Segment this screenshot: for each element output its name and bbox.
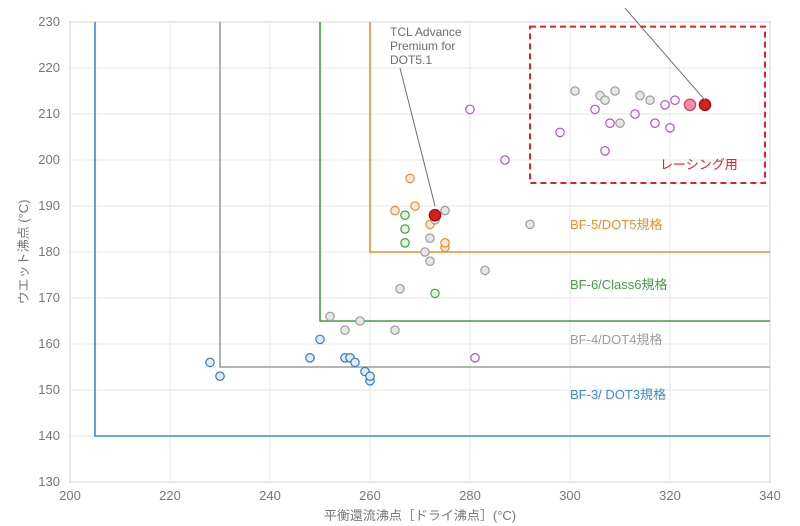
point-d_pink [666, 124, 674, 132]
y-tick-label: 170 [38, 290, 60, 305]
point-d_gray [526, 220, 534, 228]
point-d_gray [481, 266, 489, 274]
point-d_green [401, 211, 409, 219]
point-d_blue [351, 358, 359, 366]
point-d_gray [571, 87, 579, 95]
point-d_orange [441, 239, 449, 247]
point-d_gray [616, 119, 624, 127]
point-d_gray [426, 234, 434, 242]
y-tick-label: 130 [38, 474, 60, 489]
region-label-racing: レーシング用 [660, 157, 738, 172]
x-tick-label: 220 [159, 488, 181, 503]
point-d_green [431, 289, 439, 297]
x-axis-label: 平衡還流沸点［ドライ沸点］(°C) [324, 508, 516, 523]
point-d_gray [341, 326, 349, 334]
brake-fluid-scatter-chart: 200 220 240 260 280 300 320 340 130 140 150 160 170 1… [0, 0, 800, 526]
region-label-bf4: BF-4/DOT4規格 [570, 332, 663, 347]
y-axis-label: ウエット沸点 (°C) [16, 200, 31, 305]
point-d_blue [206, 358, 214, 366]
y-tick-label: 160 [38, 336, 60, 351]
point-d_blue [216, 372, 224, 380]
point-d_gray [421, 248, 429, 256]
point-d_blue [316, 335, 324, 343]
y-tick-label: 230 [38, 14, 60, 29]
point-d_pink [661, 101, 669, 109]
highlight-tcl-racing-2 [684, 99, 695, 110]
region-label-bf6: BF-6/Class6規格 [570, 277, 669, 292]
y-tick-label: 200 [38, 152, 60, 167]
point-d_gray [611, 87, 619, 95]
point-d_green [401, 225, 409, 233]
point-d_gray [601, 96, 609, 104]
point-d_pink [631, 110, 639, 118]
point-d_blue [306, 354, 314, 362]
point-d_pink [591, 105, 599, 113]
x-tick-label: 340 [759, 488, 781, 503]
tcl-premium-callout-text-1: Premium for [390, 39, 455, 53]
point-d_pink [671, 96, 679, 104]
point-d_gray [426, 257, 434, 265]
point-d_pink [651, 119, 659, 127]
y-tick-label: 190 [38, 198, 60, 213]
point-d_green [401, 239, 409, 247]
y-tick-label: 140 [38, 428, 60, 443]
x-tick-label: 260 [359, 488, 381, 503]
point-d_pink [606, 119, 614, 127]
tcl-premium-callout-text-2: DOT5.1 [390, 53, 432, 67]
point-d_orange [391, 206, 399, 214]
point-d_gray [441, 206, 449, 214]
point-d_pink [466, 105, 474, 113]
point-d_pink [471, 354, 479, 362]
y-tick-label: 150 [38, 382, 60, 397]
highlight-tcl-premium [429, 210, 440, 221]
region-label-bf5: BF-5/DOT5規格 [570, 217, 663, 232]
point-d_pink [556, 128, 564, 136]
y-tick-label: 210 [38, 106, 60, 121]
point-d_pink [601, 147, 609, 155]
point-d_gray [646, 96, 654, 104]
point-d_blue [366, 372, 374, 380]
highlight-tcl-racing [699, 99, 710, 110]
x-tick-label: 200 [59, 488, 81, 503]
y-tick-label: 180 [38, 244, 60, 259]
x-tick-label: 280 [459, 488, 481, 503]
y-tick-label: 220 [38, 60, 60, 75]
x-tick-label: 300 [559, 488, 581, 503]
x-tick-label: 320 [659, 488, 681, 503]
point-d_gray [391, 326, 399, 334]
point-d_gray [636, 91, 644, 99]
point-d_pink [501, 156, 509, 164]
point-d_orange [406, 174, 414, 182]
tcl-premium-callout-text-0: TCL Advance [390, 25, 462, 39]
point-d_gray [396, 285, 404, 293]
point-d_orange [411, 202, 419, 210]
point-d_gray [356, 317, 364, 325]
x-tick-label: 240 [259, 488, 281, 503]
point-d_gray [326, 312, 334, 320]
region-label-bf3: BF-3/ DOT3規格 [570, 387, 667, 402]
